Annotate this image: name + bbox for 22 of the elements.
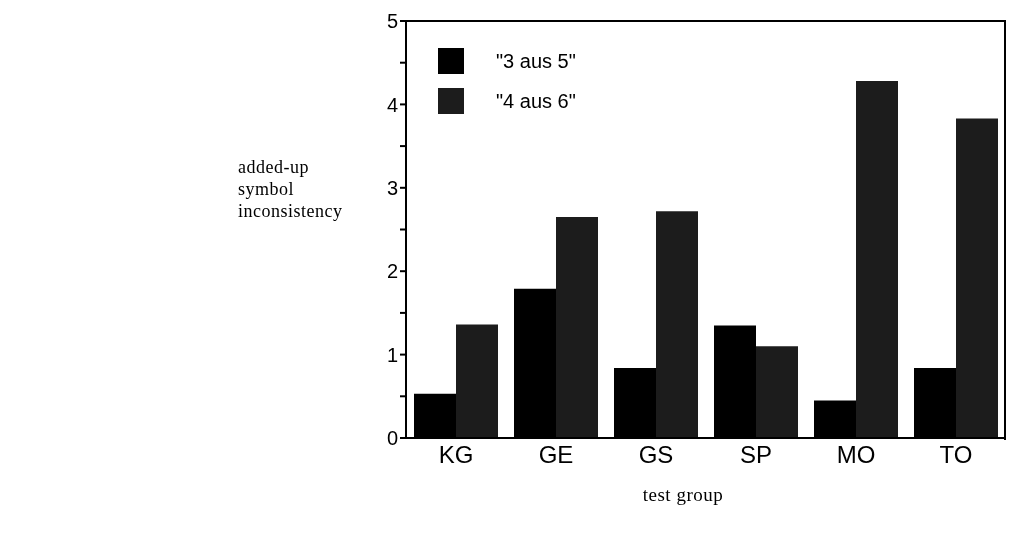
y-tick-label: 1 (386, 343, 398, 366)
x-tick-label: GS (638, 441, 674, 469)
y-axis-title: added-up symbol inconsistency (238, 156, 344, 222)
bar (956, 118, 998, 438)
x-tick-label: SP (739, 441, 773, 469)
x-tick-label: KG (438, 441, 474, 469)
bar (456, 324, 498, 438)
bar (856, 81, 898, 438)
x-tick-label: MO (836, 441, 876, 469)
y-tick-label: 4 (386, 93, 398, 116)
y-tick-label: 3 (386, 176, 398, 199)
y-tick-label: 0 (386, 427, 398, 450)
x-tick-label: TO (939, 441, 973, 469)
bar (656, 211, 698, 438)
legend-label: "4 aus 6" (496, 89, 576, 113)
y-tick-label: 5 (386, 10, 398, 33)
bar (556, 216, 598, 438)
y-tick-label: 2 (386, 260, 398, 283)
bar (756, 346, 798, 438)
x-tick-label: GE (538, 441, 574, 469)
x-axis-title: test group (641, 484, 725, 506)
legend-label: "3 aus 5" (496, 49, 576, 73)
